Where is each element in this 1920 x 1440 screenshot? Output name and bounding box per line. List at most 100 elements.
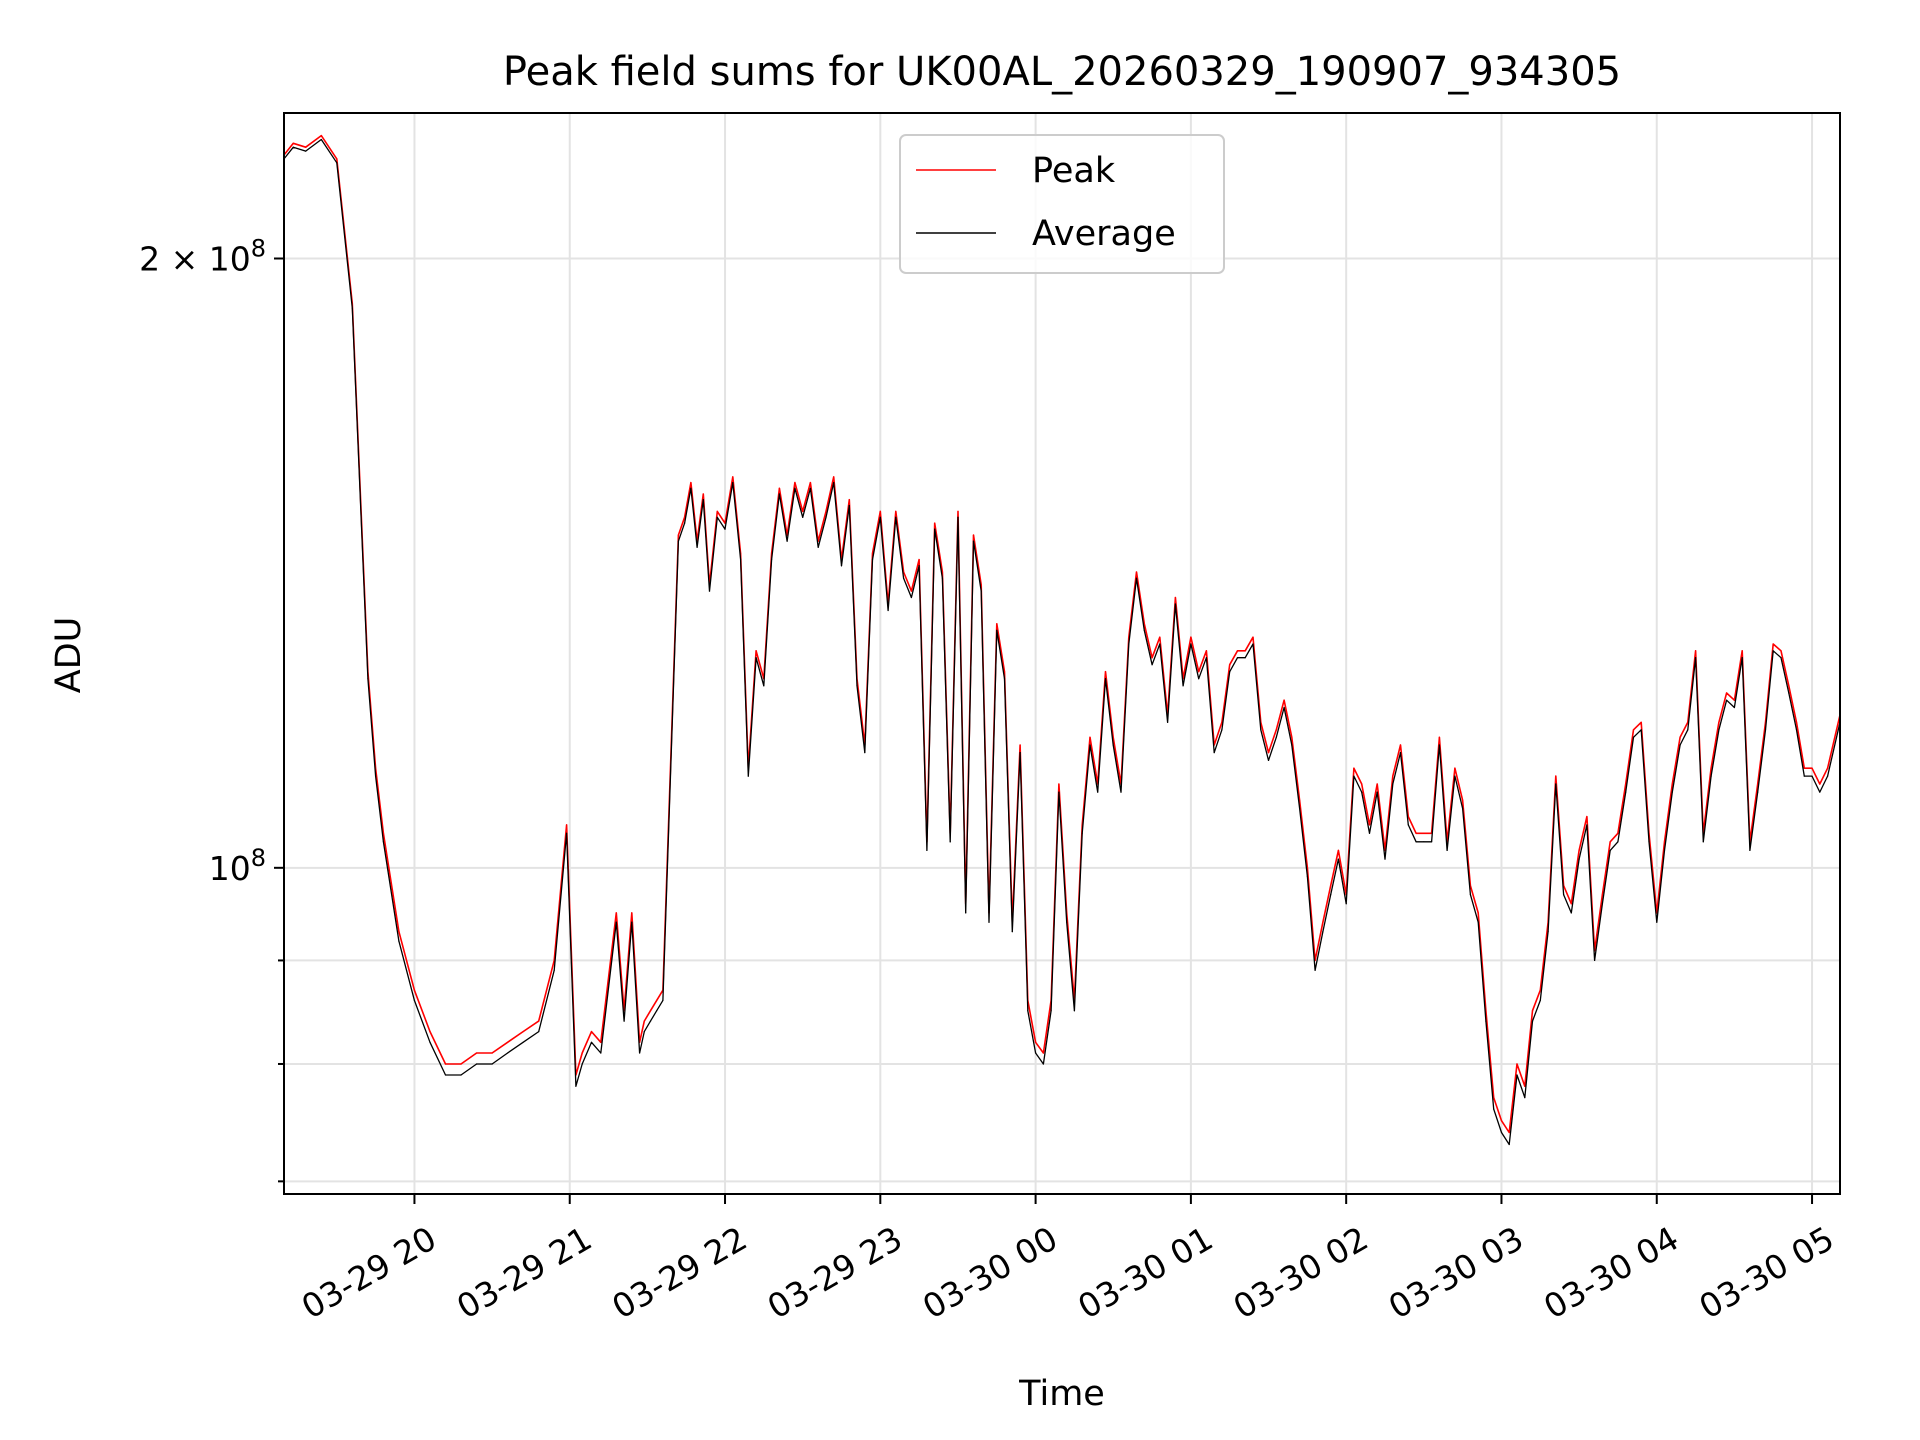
y-tick-label: 108 [209, 844, 266, 888]
data-point [320, 138, 322, 141]
data-point [649, 1010, 652, 1012]
data-point [662, 999, 664, 1002]
data-point [809, 482, 812, 484]
data-point [581, 1052, 583, 1054]
data-point [871, 552, 874, 555]
data-point [1159, 636, 1161, 638]
data-point [1827, 775, 1829, 777]
data-point [1392, 783, 1394, 785]
data-point [1368, 832, 1371, 834]
data-point [1306, 876, 1308, 878]
data-point [1524, 1085, 1526, 1087]
data-point [1632, 736, 1635, 738]
data-point [926, 849, 928, 852]
data-point [1244, 657, 1246, 659]
data-point [1477, 912, 1479, 914]
data-point [1764, 729, 1767, 731]
data-point [1640, 721, 1642, 723]
data-point [708, 590, 711, 592]
data-point [1042, 1052, 1044, 1054]
data-point [1252, 643, 1254, 645]
data-point [910, 590, 913, 592]
data-point [972, 540, 975, 542]
data-point [1741, 650, 1743, 652]
data-point [980, 590, 982, 592]
data-point [887, 609, 889, 612]
data-point [623, 1020, 625, 1022]
data-point [1190, 643, 1192, 645]
data-point [1516, 1074, 1518, 1076]
data-point [1671, 791, 1673, 793]
data-point [1423, 832, 1425, 834]
data-point [590, 1031, 593, 1033]
data-point [802, 510, 804, 512]
data-point [292, 142, 294, 144]
data-point [1205, 657, 1207, 659]
data-point [794, 482, 796, 484]
data-point [1803, 775, 1805, 777]
data-point [1500, 1131, 1503, 1134]
data-point [996, 629, 998, 632]
data-point [690, 487, 692, 489]
data-point [1291, 744, 1293, 746]
data-point [1322, 921, 1324, 923]
data-point [1493, 1108, 1495, 1110]
data-point [879, 510, 881, 512]
data-point [763, 685, 765, 687]
data-point [1283, 699, 1285, 701]
data-point [1345, 903, 1347, 905]
data-point [1749, 849, 1751, 852]
data-point [590, 1041, 593, 1043]
data-point [740, 559, 742, 561]
data-point [336, 162, 338, 164]
data-point [1757, 791, 1759, 793]
data-point [1695, 657, 1697, 659]
data-point [1368, 824, 1371, 826]
data-point [1757, 783, 1759, 785]
data-point [375, 775, 377, 777]
data-point [1819, 791, 1821, 793]
data-point [1376, 783, 1378, 785]
data-point [1073, 1010, 1075, 1012]
data-point [1120, 791, 1122, 793]
data-point [848, 499, 850, 501]
data-point [1035, 1041, 1037, 1043]
data-point [802, 516, 804, 518]
data-point [538, 1031, 540, 1033]
data-point [320, 135, 322, 137]
data-point [1205, 650, 1207, 652]
data-point [1795, 729, 1798, 731]
data-point [649, 1020, 652, 1022]
data-point [1019, 744, 1021, 746]
data-point [1462, 799, 1464, 801]
data-point [1167, 721, 1169, 723]
data-point [949, 841, 951, 843]
data-point [1695, 650, 1697, 652]
data-point [1431, 841, 1433, 843]
data-point [1104, 671, 1107, 673]
data-point [833, 476, 835, 478]
data-point [996, 623, 998, 625]
data-point [1718, 729, 1720, 731]
data-point [918, 565, 920, 567]
data-point [1058, 791, 1060, 793]
data-point [1780, 650, 1782, 652]
data-point [292, 146, 294, 148]
data-point [522, 1041, 524, 1043]
data-point [1617, 832, 1619, 834]
data-point [1361, 791, 1363, 793]
data-point [1663, 841, 1666, 843]
data-point [1811, 775, 1813, 777]
series-line-average [283, 138, 1841, 1146]
data-point [1174, 596, 1176, 599]
data-point [1827, 767, 1829, 769]
data-point [1586, 824, 1588, 826]
data-point [1788, 685, 1790, 687]
data-point [1454, 775, 1456, 777]
data-point [1159, 643, 1161, 645]
data-point [600, 1052, 602, 1054]
data-point [871, 559, 874, 561]
data-point [460, 1074, 462, 1076]
data-point [1601, 894, 1603, 896]
data-point [1477, 921, 1479, 923]
